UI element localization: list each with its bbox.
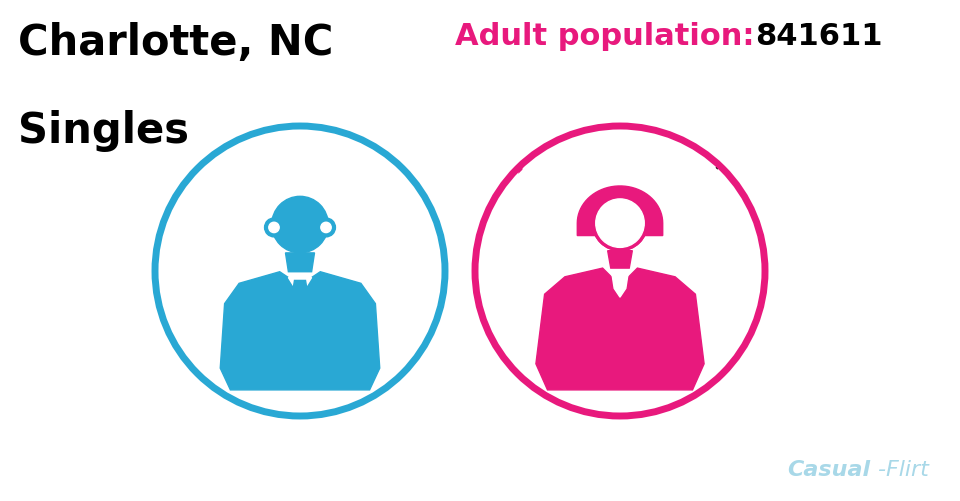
Text: 52%: 52% — [660, 165, 727, 192]
Circle shape — [265, 218, 283, 237]
Polygon shape — [577, 186, 662, 236]
Text: Charlotte, NC: Charlotte, NC — [18, 22, 333, 64]
Polygon shape — [536, 269, 704, 390]
Text: 841611: 841611 — [755, 22, 882, 51]
Circle shape — [272, 197, 328, 254]
Polygon shape — [292, 281, 308, 345]
Text: Casual: Casual — [787, 459, 871, 479]
Text: Men:: Men: — [220, 165, 298, 192]
Polygon shape — [608, 251, 633, 269]
Circle shape — [592, 196, 648, 251]
Circle shape — [592, 196, 648, 251]
Polygon shape — [220, 272, 380, 390]
Text: Adult population:: Adult population: — [455, 22, 755, 51]
Circle shape — [269, 223, 279, 233]
Circle shape — [317, 218, 335, 237]
Circle shape — [321, 223, 331, 233]
Circle shape — [596, 199, 644, 248]
Polygon shape — [612, 270, 620, 298]
Polygon shape — [300, 278, 312, 298]
Polygon shape — [620, 270, 629, 298]
Polygon shape — [288, 278, 300, 298]
Polygon shape — [285, 254, 315, 272]
Text: 48%: 48% — [310, 165, 376, 192]
Text: Singles: Singles — [18, 110, 189, 152]
Polygon shape — [297, 281, 303, 288]
Circle shape — [159, 131, 441, 412]
Text: Women:: Women: — [515, 165, 642, 192]
Text: -Flirt: -Flirt — [878, 459, 929, 479]
Circle shape — [479, 131, 760, 412]
